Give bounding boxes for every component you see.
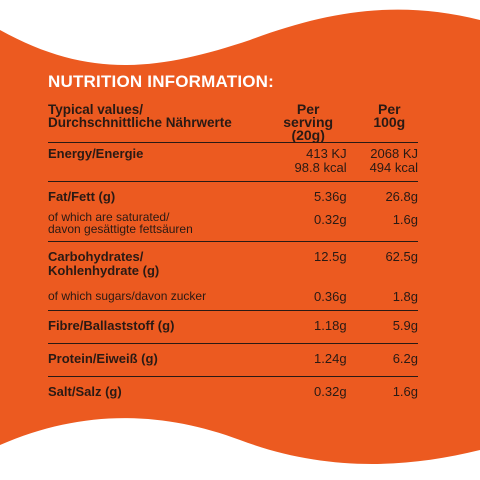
nutrition-table: Typical values/ Durchschnittliche Nährwe… <box>48 101 418 405</box>
table-row-fibre: Fibre/Ballaststoff (g) 1.18g 5.9g <box>48 311 418 344</box>
divider <box>48 310 418 311</box>
fat-100g: 26.8g <box>385 189 418 204</box>
fat-serving: 5.36g <box>314 189 347 204</box>
header-per-serving-2: serving (20g) <box>283 114 334 143</box>
carbs-100g: 62.5g <box>385 249 418 264</box>
orange-panel-shape <box>0 9 480 464</box>
table-row-carbohydrates: Carbohydrates/ Kohlenhydrate (g) 12.5g 6… <box>48 242 418 284</box>
row-label-saturated-1: of which are saturated/ <box>48 210 170 224</box>
header-durchschnittliche: Durchschnittliche Nährwerte <box>48 115 232 130</box>
table-row-saturated: of which are saturated/ davon gesättigte… <box>48 208 418 242</box>
energy-serving-kcal: 98.8 kcal <box>294 160 347 175</box>
protein-serving: 1.24g <box>314 351 347 366</box>
saturated-100g: 1.6g <box>392 212 418 227</box>
divider <box>48 376 418 377</box>
table-row-energy: Energy/Energie 413 KJ 98.8 kcal 2068 KJ … <box>48 143 418 182</box>
divider <box>48 181 418 182</box>
header-per-serving-1: Per <box>296 101 320 117</box>
protein-100g: 6.2g <box>392 351 418 366</box>
fibre-100g: 5.9g <box>392 318 418 333</box>
row-label-fibre: Fibre/Ballaststoff (g) <box>48 318 175 333</box>
divider <box>48 343 418 344</box>
header-typical-values: Typical values/ <box>48 102 144 117</box>
salt-100g: 1.6g <box>392 384 418 399</box>
header-per-100g-1: Per <box>378 101 401 117</box>
fibre-serving: 1.18g <box>314 318 347 333</box>
sugars-serving: 0.36g <box>314 289 347 304</box>
divider <box>48 241 418 242</box>
row-label-saturated-2: davon gesättigte fettsäuren <box>48 222 193 236</box>
row-label-protein: Protein/Eiweiß (g) <box>48 351 158 366</box>
energy-serving-kj: 413 KJ <box>306 146 347 161</box>
row-label-salt: Salt/Salz (g) <box>48 384 122 399</box>
salt-serving: 0.32g <box>314 384 347 399</box>
table-row-protein: Protein/Eiweiß (g) 1.24g 6.2g <box>48 344 418 377</box>
row-label-fat: Fat/Fett (g) <box>48 189 116 204</box>
table-row-fat: Fat/Fett (g) 5.36g 26.8g <box>48 182 418 208</box>
row-label-carbs-1: Carbohydrates/ <box>48 249 144 264</box>
row-label-carbs-2: Kohlenhydrate (g) <box>48 263 160 278</box>
nutrition-title: NUTRITION INFORMATION: <box>48 72 274 91</box>
carbs-serving: 12.5g <box>314 249 347 264</box>
divider <box>48 142 418 143</box>
row-label-energy: Energy/Energie <box>48 146 144 161</box>
energy-100g-kj: 2068 KJ <box>370 146 418 161</box>
sugars-100g: 1.8g <box>392 289 418 304</box>
row-label-sugars: of which sugars/davon zucker <box>48 289 207 303</box>
table-row-sugars: of which sugars/davon zucker 0.36g 1.8g <box>48 284 418 311</box>
saturated-serving: 0.32g <box>314 212 347 227</box>
header-per-100g-2: 100g <box>373 114 406 130</box>
table-row-salt: Salt/Salz (g) 0.32g 1.6g <box>48 377 418 405</box>
table-header-row: Typical values/ Durchschnittliche Nährwe… <box>48 101 418 143</box>
energy-100g-kcal: 494 kcal <box>369 160 418 175</box>
